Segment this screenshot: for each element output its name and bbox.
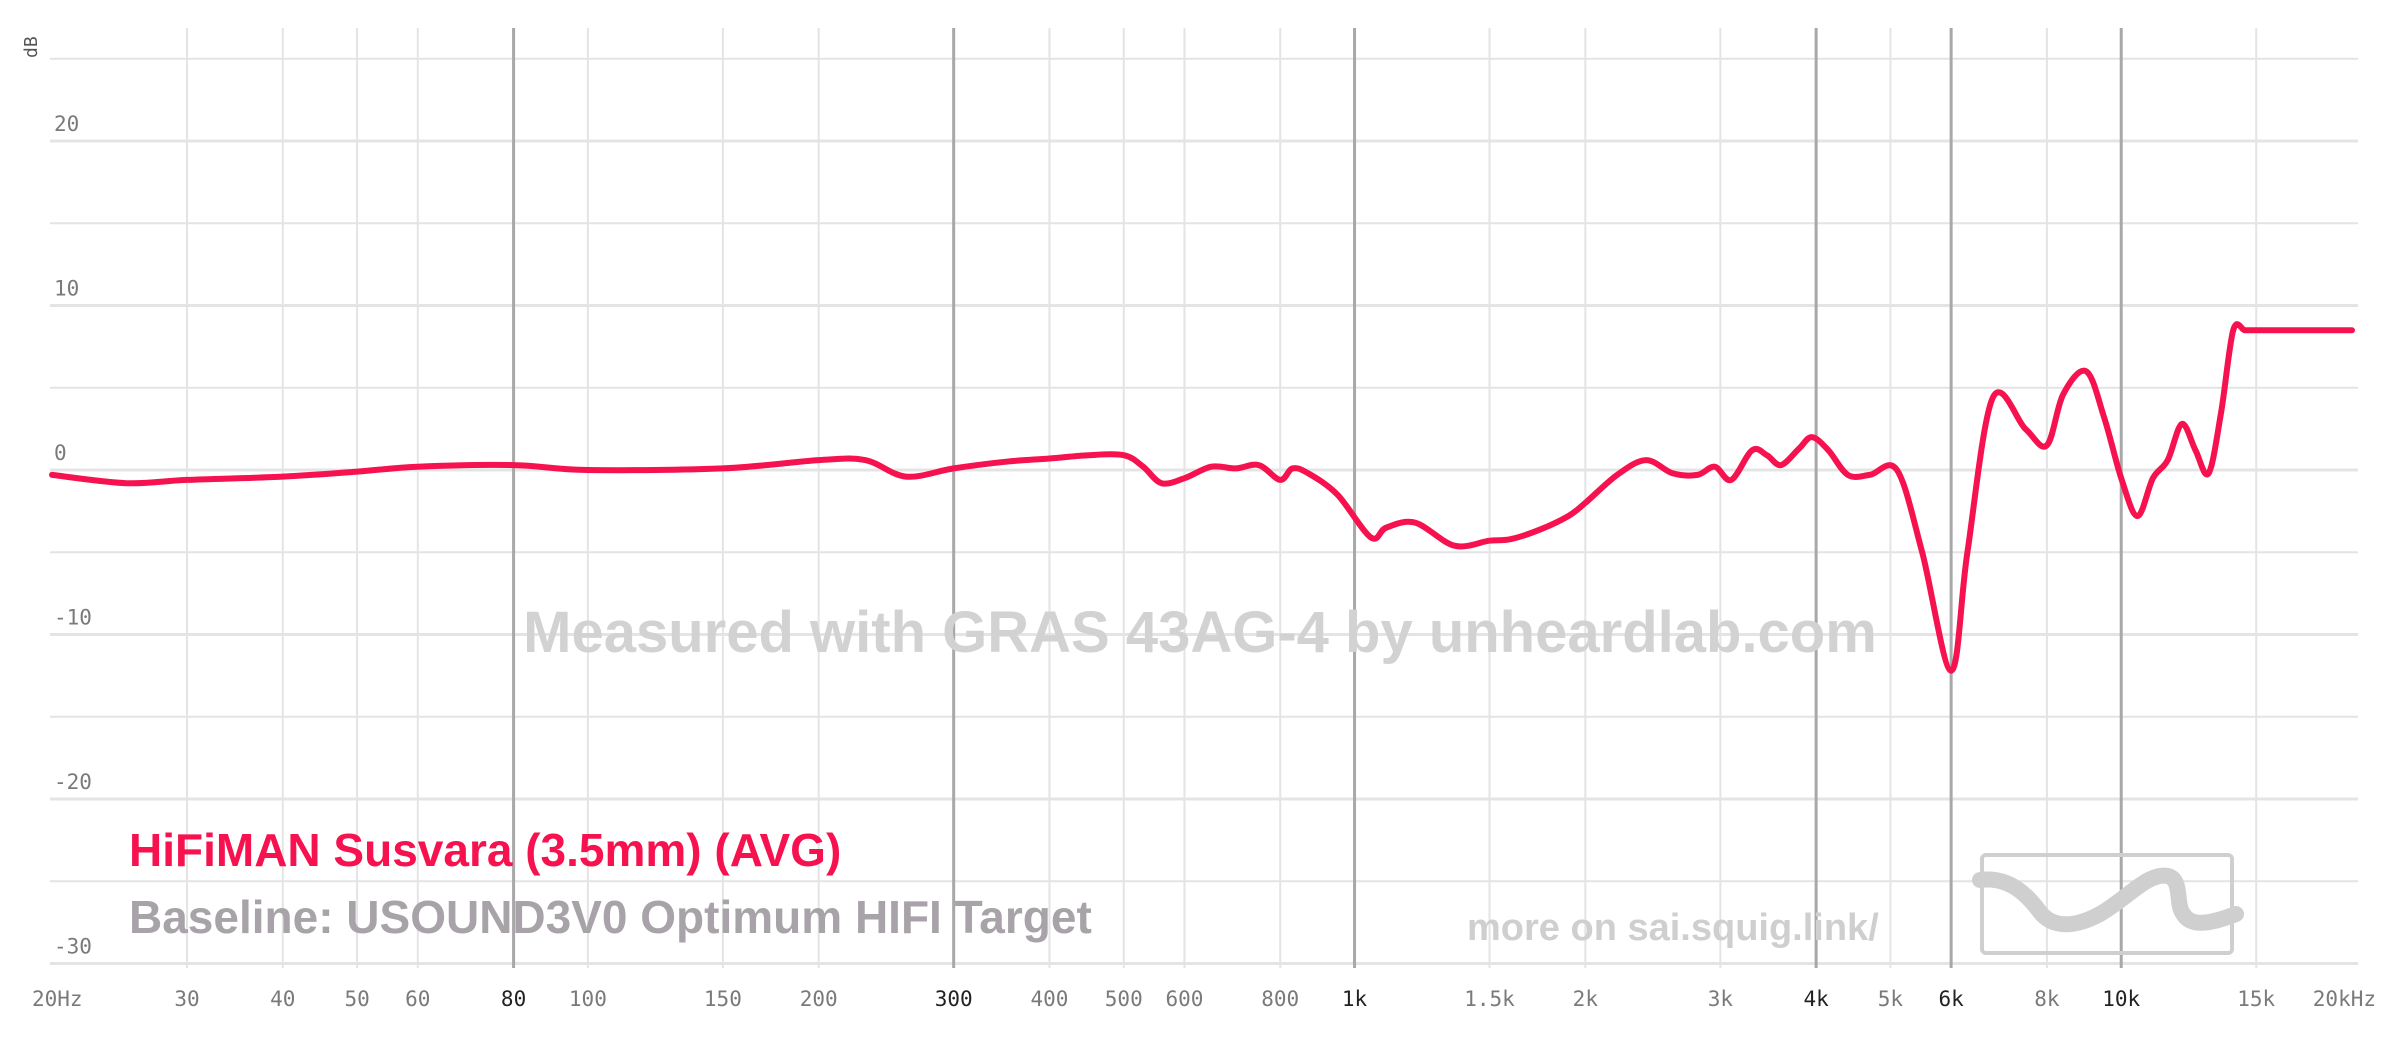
x-tick-label: 2k bbox=[1573, 987, 1599, 1011]
x-tick-label: 200 bbox=[800, 987, 838, 1011]
y-axis-unit-label: dB bbox=[21, 36, 42, 58]
series-line bbox=[49, 321, 2355, 674]
x-tick-label: 60 bbox=[405, 987, 430, 1011]
x-tick-label: 50 bbox=[344, 987, 369, 1011]
legend-series-label: HiFiMAN Susvara (3.5mm) (AVG) bbox=[129, 824, 841, 876]
y-tick-label: 10 bbox=[54, 277, 79, 301]
x-tick-label: 20Hz bbox=[32, 987, 83, 1011]
series-layer bbox=[49, 321, 2355, 674]
y-tick-label: -20 bbox=[54, 770, 92, 794]
x-axis-tick-labels: 20Hz 30 40 50 60 80 100 150 200 300 400 500 600 800 1k… bbox=[32, 987, 2376, 1011]
y-axis-tick-labels: 20 10 0 -10 -20 -30 bbox=[54, 112, 92, 959]
x-tick-label: 30 bbox=[174, 987, 199, 1011]
x-tick-label: 4k bbox=[1803, 987, 1829, 1011]
x-tick-label: 40 bbox=[270, 987, 295, 1011]
x-tick-label: 600 bbox=[1165, 987, 1203, 1011]
credit-link-text: more on sai.squig.link/ bbox=[1467, 907, 1879, 949]
x-tick-label: 300 bbox=[935, 987, 973, 1011]
x-tick-label: 100 bbox=[569, 987, 607, 1011]
x-tick-label: 5k bbox=[1878, 987, 1904, 1011]
squiglink-logo-icon bbox=[1972, 853, 2244, 955]
x-tick-label: 20kHz bbox=[2313, 987, 2376, 1011]
vertical-gridlines bbox=[186, 28, 2258, 968]
x-tick-label: 8k bbox=[2034, 987, 2060, 1011]
x-tick-label: 3k bbox=[1708, 987, 1734, 1011]
y-tick-label: 0 bbox=[54, 441, 67, 465]
x-tick-label: 800 bbox=[1261, 987, 1299, 1011]
y-tick-label: 20 bbox=[54, 112, 79, 136]
x-tick-label: 1.5k bbox=[1464, 987, 1515, 1011]
x-tick-label: 400 bbox=[1030, 987, 1068, 1011]
x-tick-label: 150 bbox=[704, 987, 742, 1011]
y-tick-label: -30 bbox=[54, 935, 92, 959]
x-tick-label: 80 bbox=[501, 987, 526, 1011]
x-tick-label: 15k bbox=[2237, 987, 2275, 1011]
legend-baseline-label: Baseline: USOUND3V0 Optimum HIFI Target bbox=[129, 891, 1092, 943]
x-tick-label: 500 bbox=[1105, 987, 1143, 1011]
y-tick-label: -10 bbox=[54, 606, 92, 630]
x-tick-label: 10k bbox=[2102, 987, 2140, 1011]
x-tick-label: 6k bbox=[1938, 987, 1964, 1011]
x-tick-label: 1k bbox=[1342, 987, 1368, 1011]
watermark-text: Measured with GRAS 43AG-4 by unheardlab.… bbox=[523, 600, 1877, 665]
